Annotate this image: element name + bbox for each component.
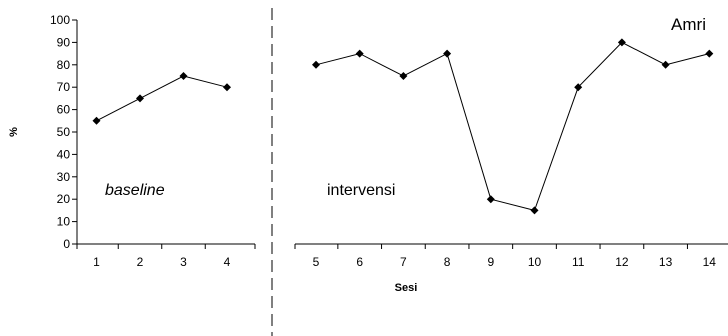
y-tick-label: 30 [57, 170, 71, 184]
phase-labels: baseline intervensi [105, 182, 395, 199]
data-point [355, 49, 364, 58]
y-tick-label: 70 [57, 80, 71, 94]
x-tick-label: 2 [137, 255, 144, 269]
x-tick-label: 12 [615, 255, 629, 269]
phase-label-intervensi: intervensi [327, 182, 395, 199]
x-tick-label: 1 [93, 255, 100, 269]
y-tick-label: 20 [57, 192, 71, 206]
series-line-baseline [96, 75, 228, 122]
data-point [530, 206, 539, 215]
y-tick-label: 90 [57, 35, 71, 49]
x-tick-label: 6 [356, 255, 363, 269]
data-point [443, 49, 452, 58]
y-tick-label: 80 [57, 58, 71, 72]
data-point [223, 83, 231, 92]
y-axis-title: % [8, 127, 20, 137]
x-tick-label: 10 [528, 255, 542, 269]
axes [76, 20, 728, 245]
data-point [705, 49, 714, 58]
data-point [486, 195, 495, 204]
data-point [399, 72, 408, 80]
y-tick-label: 100 [50, 13, 70, 27]
x-tick-label: 4 [224, 255, 231, 269]
x-tick-label: 3 [180, 255, 187, 269]
x-tick-label: 5 [313, 255, 320, 269]
data-point [136, 94, 144, 103]
y-tick-label: 60 [57, 103, 71, 117]
y-tick-label: 0 [63, 237, 70, 251]
y-tick-label: 40 [57, 147, 71, 161]
x-tick-label: 14 [703, 255, 717, 269]
x-tick-label: 8 [444, 255, 451, 269]
x-axis-title: Sesi [395, 282, 418, 294]
data-point [661, 60, 670, 69]
x-tick-label: 11 [572, 255, 585, 269]
data-point [179, 72, 188, 80]
series-group [92, 38, 714, 215]
chart-title: Amri [671, 15, 706, 34]
x-tick-label: 7 [400, 255, 407, 269]
y-axis-ticks: 0 10 20 30 40 50 60 70 80 90 100 [50, 13, 77, 251]
data-point [92, 116, 101, 125]
data-point [312, 60, 320, 69]
y-tick-label: 10 [57, 215, 71, 229]
series-line-intervensi [315, 41, 710, 211]
data-point [617, 38, 626, 47]
x-axis-ticks: 1 2 3 4 5 6 7 8 9 10 11 12 13 14 [76, 244, 717, 269]
data-point [574, 83, 583, 92]
x-tick-label: 13 [659, 255, 673, 269]
phase-label-baseline: baseline [105, 182, 165, 199]
x-tick-label: 9 [487, 255, 494, 269]
y-tick-label: 50 [57, 125, 71, 139]
